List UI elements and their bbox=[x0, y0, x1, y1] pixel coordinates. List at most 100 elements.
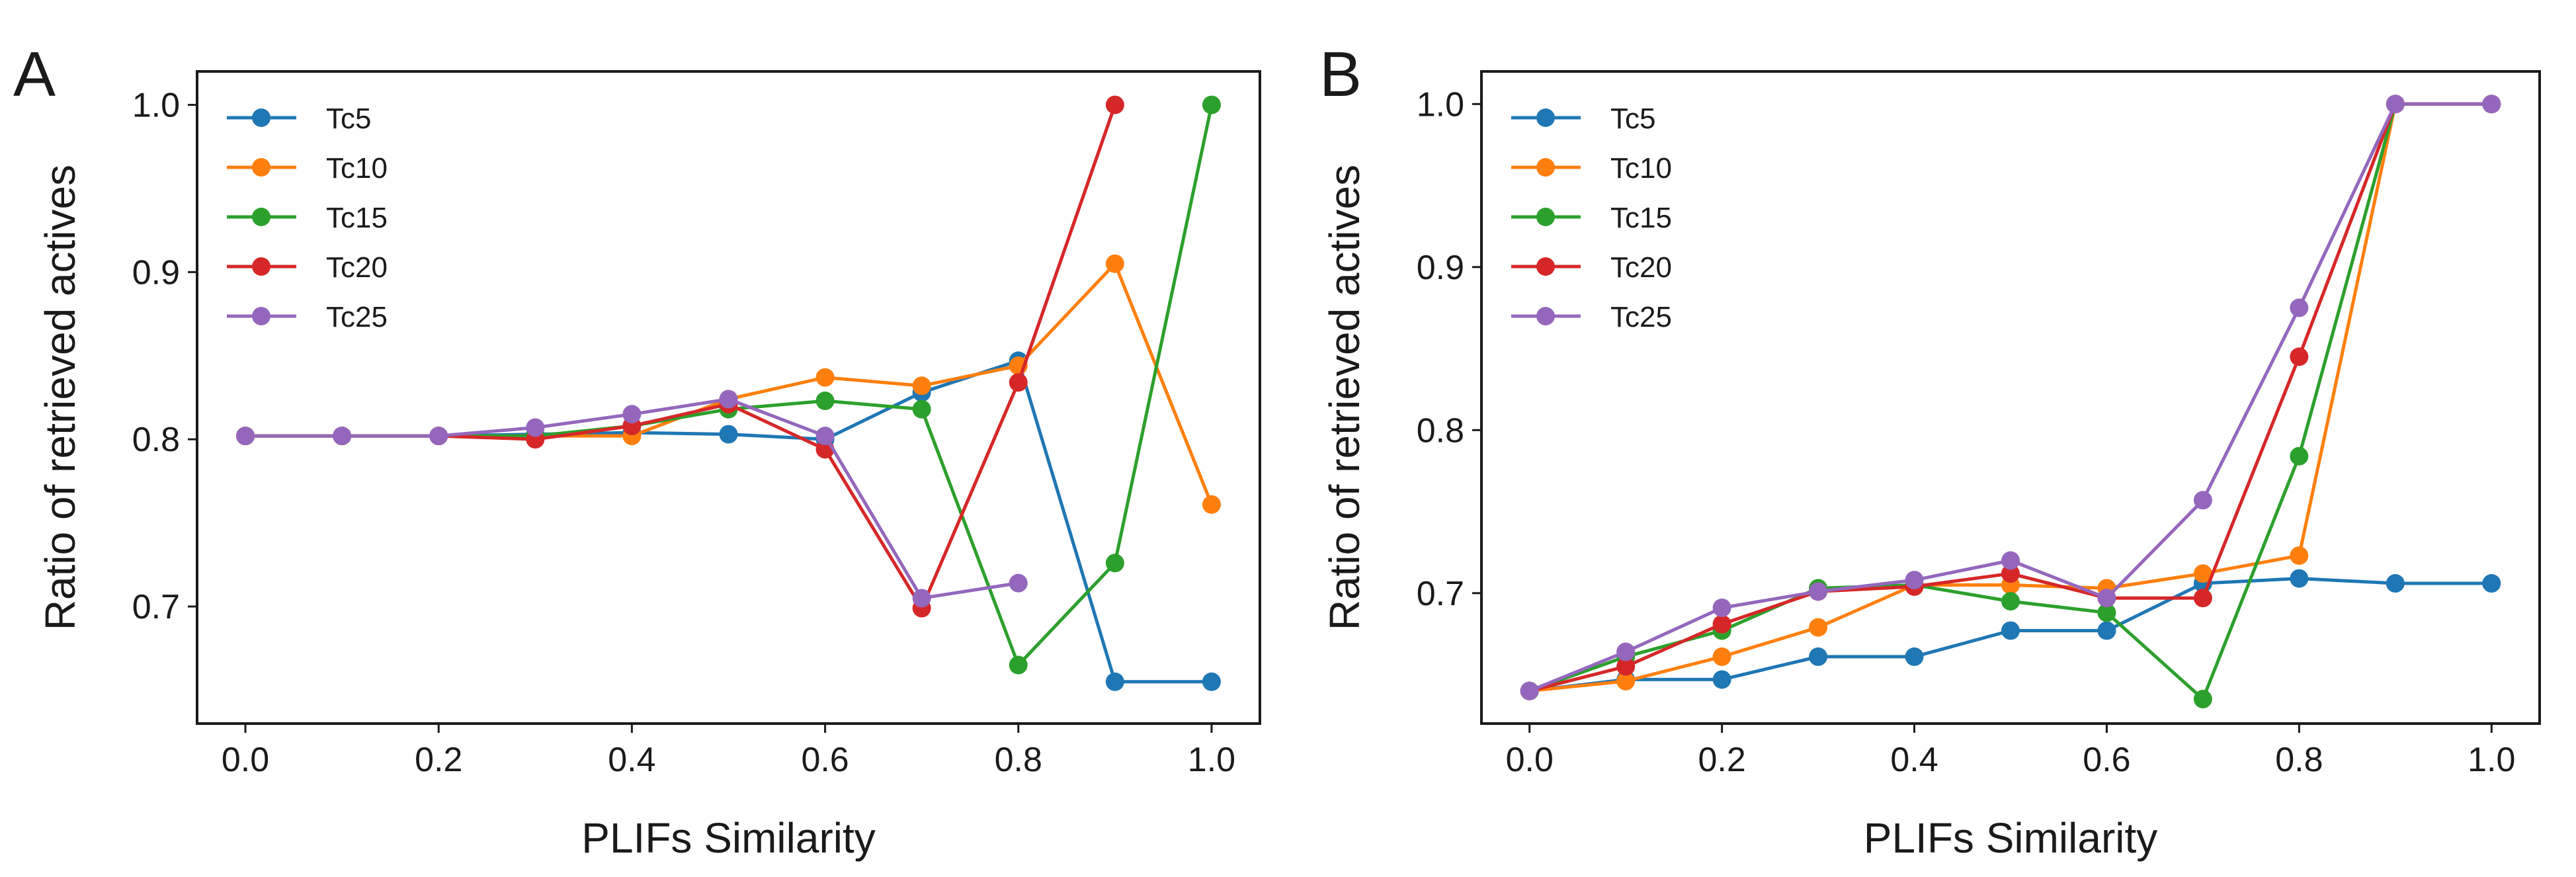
data-point-tc5 bbox=[1105, 672, 1124, 691]
x-tick-label: 0.0 bbox=[1506, 741, 1554, 779]
y-axis-label: Ratio of retrieved actives bbox=[1321, 165, 1368, 630]
data-point-tc5 bbox=[1202, 672, 1221, 691]
legend-marker-tc25 bbox=[1536, 307, 1555, 325]
data-point-tc10 bbox=[1105, 254, 1124, 273]
legend-marker-tc10 bbox=[252, 158, 270, 177]
data-point-tc15 bbox=[2097, 603, 2116, 622]
data-point-tc5 bbox=[1712, 670, 1731, 689]
legend-label-tc15: Tc15 bbox=[326, 202, 388, 234]
legend-marker-tc15 bbox=[1536, 208, 1555, 226]
data-point-tc25 bbox=[526, 418, 545, 437]
legend-marker-tc5 bbox=[1536, 108, 1555, 127]
data-point-tc15 bbox=[1202, 95, 1221, 114]
data-point-tc10 bbox=[1202, 495, 1221, 514]
x-tick-label: 0.6 bbox=[2083, 741, 2130, 779]
data-point-tc25 bbox=[622, 405, 642, 424]
y-tick-label: 0.7 bbox=[1417, 575, 1464, 613]
data-point-tc25 bbox=[429, 427, 448, 446]
data-point-tc5 bbox=[2097, 621, 2116, 640]
legend-marker-tc10 bbox=[1536, 158, 1555, 177]
chart-panel-b: B 0.0 0.2 0.4 0.6 0.8 1.0 0.7 0.8 0.9 1.0 PLIFs Sim… bbox=[1319, 39, 2541, 862]
series-tc25 bbox=[1520, 95, 2501, 700]
series-tc10 bbox=[236, 254, 1221, 514]
data-point-tc15 bbox=[912, 399, 931, 419]
series-line-tc10 bbox=[245, 262, 1214, 505]
data-point-tc10 bbox=[1809, 618, 1828, 637]
panel-letter: A bbox=[13, 39, 56, 110]
data-point-tc25 bbox=[2097, 589, 2116, 608]
legend-label-tc10: Tc10 bbox=[1610, 152, 1672, 185]
panel-letter: B bbox=[1319, 39, 1362, 110]
x-tick-label: 0.4 bbox=[608, 741, 655, 779]
data-point-tc25 bbox=[1009, 573, 1028, 593]
data-point-tc20 bbox=[1009, 373, 1028, 392]
data-point-tc25 bbox=[2193, 491, 2212, 510]
series-line-tc15 bbox=[245, 104, 1214, 667]
data-point-tc25 bbox=[912, 589, 931, 608]
data-point-tc10 bbox=[912, 376, 931, 396]
data-point-tc20 bbox=[1616, 657, 1636, 676]
legend: Tc5 Tc10 Tc15 Tc20 Tc25 bbox=[227, 103, 388, 333]
data-point-tc20 bbox=[2193, 589, 2212, 608]
y-tick-label: 0.9 bbox=[132, 253, 180, 292]
legend-marker-tc20 bbox=[252, 257, 270, 276]
data-point-tc25 bbox=[1809, 582, 1828, 601]
data-point-tc25 bbox=[333, 427, 352, 446]
series-tc15 bbox=[1520, 95, 2501, 709]
data-point-tc15 bbox=[2193, 690, 2212, 709]
data-point-tc20 bbox=[1105, 95, 1124, 114]
legend-marker-tc5 bbox=[252, 108, 270, 127]
data-point-tc10 bbox=[2193, 564, 2212, 583]
x-axis-label: PLIFs Similarity bbox=[581, 814, 876, 862]
x-tick-label: 0.8 bbox=[2275, 741, 2323, 779]
data-point-tc10 bbox=[1712, 647, 1731, 666]
legend-label-tc20: Tc20 bbox=[1610, 251, 1672, 284]
data-point-tc15 bbox=[1105, 554, 1124, 573]
data-point-tc20 bbox=[1712, 614, 1731, 634]
data-point-tc25 bbox=[2290, 298, 2309, 317]
legend-label-tc10: Tc10 bbox=[326, 152, 388, 185]
data-point-tc15 bbox=[1009, 655, 1028, 675]
legend: Tc5 Tc10 Tc15 Tc20 Tc25 bbox=[1511, 103, 1672, 333]
x-tick-label: 0.0 bbox=[222, 741, 269, 779]
data-point-tc20 bbox=[2001, 564, 2020, 583]
data-point-tc5 bbox=[2482, 574, 2501, 593]
data-point-tc15 bbox=[2001, 592, 2020, 611]
legend-label-tc25: Tc25 bbox=[1610, 301, 1672, 333]
data-point-tc25 bbox=[2386, 95, 2405, 114]
x-tick-label: 0.8 bbox=[995, 741, 1042, 779]
series-tc25 bbox=[236, 390, 1028, 608]
legend-marker-tc15 bbox=[252, 208, 270, 226]
data-point-tc25 bbox=[2001, 551, 2020, 570]
y-tick-label: 0.8 bbox=[132, 421, 180, 459]
legend-label-tc20: Tc20 bbox=[326, 251, 388, 284]
data-point-tc5 bbox=[2290, 569, 2309, 588]
plot-frame bbox=[1480, 70, 2541, 725]
plot-frame bbox=[196, 70, 1261, 725]
data-point-tc25 bbox=[1616, 642, 1636, 661]
legend-marker-tc25 bbox=[252, 307, 270, 325]
data-point-tc5 bbox=[2386, 574, 2405, 593]
x-tick-label: 0.6 bbox=[801, 741, 849, 779]
y-axis-label: Ratio of retrieved actives bbox=[36, 165, 84, 630]
x-tick-label: 1.0 bbox=[1188, 741, 1235, 779]
y-tick-label: 1.0 bbox=[132, 87, 180, 125]
data-point-tc25 bbox=[719, 390, 738, 409]
data-point-tc15 bbox=[2290, 446, 2309, 466]
chart-panel-a: A 0.0 0.2 0.4 0.6 0.8 1.0 0.7 0.8 0.9 1.0 PLIFs Sim… bbox=[13, 39, 1261, 862]
x-tick-label: 0.2 bbox=[1698, 741, 1745, 779]
legend-label-tc5: Tc5 bbox=[326, 103, 371, 135]
data-point-tc20 bbox=[2290, 347, 2309, 366]
x-tick-label: 1.0 bbox=[2468, 741, 2515, 779]
y-tick-label: 0.9 bbox=[1417, 249, 1464, 287]
data-point-tc25 bbox=[236, 427, 255, 446]
data-point-tc25 bbox=[1712, 598, 1731, 617]
data-point-tc25 bbox=[1905, 571, 1924, 590]
data-point-tc25 bbox=[1520, 681, 1539, 700]
x-axis-label: PLIFs Similarity bbox=[1864, 814, 2158, 862]
y-tick-label: 0.7 bbox=[132, 588, 180, 626]
legend-label-tc25: Tc25 bbox=[326, 301, 388, 333]
data-point-tc5 bbox=[719, 425, 738, 444]
y-tick-label: 0.8 bbox=[1417, 411, 1464, 450]
